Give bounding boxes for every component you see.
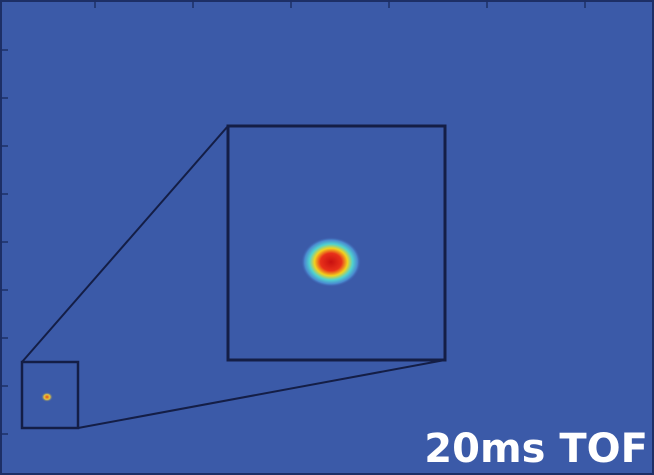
tof-label: 20ms TOF (424, 426, 648, 472)
zoom-lines (21, 125, 446, 429)
small-cloud (41, 392, 53, 402)
axis-ticks (0, 0, 586, 435)
atom-cloud (301, 237, 361, 287)
inset-region (20, 360, 80, 430)
